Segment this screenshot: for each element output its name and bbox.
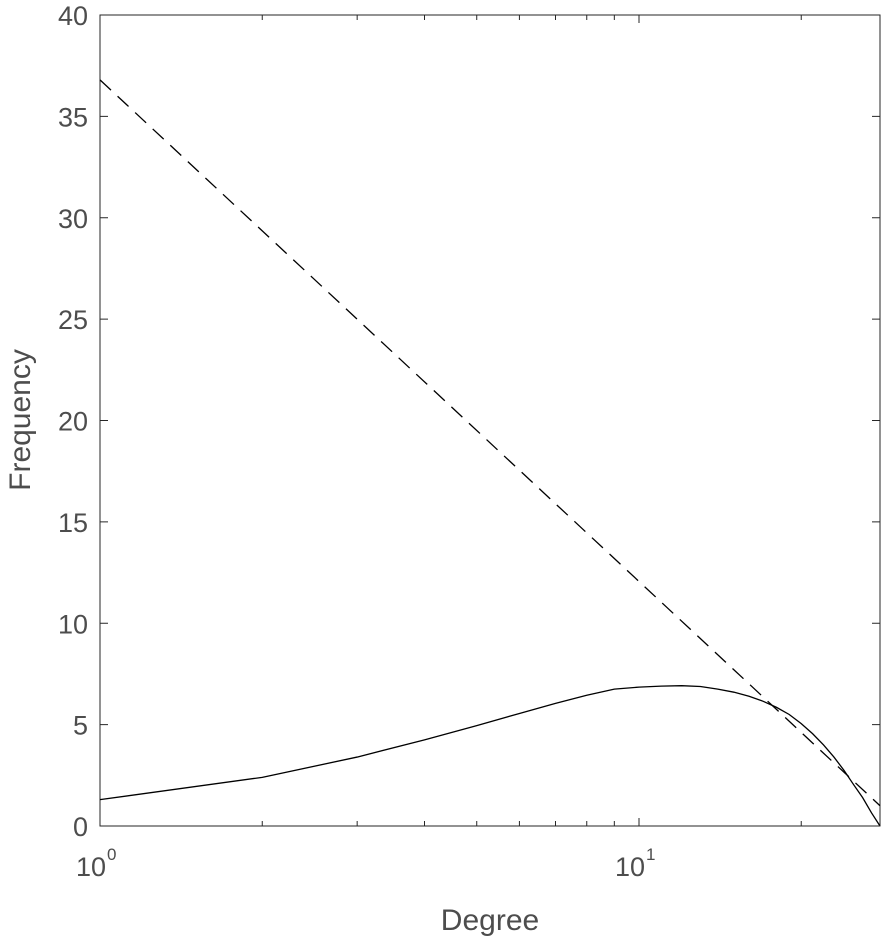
y-tick-label: 0	[73, 812, 88, 842]
plot-area	[99, 14, 881, 827]
x-tick-label: 10 0	[76, 845, 117, 882]
x-tick-base: 10	[615, 852, 645, 882]
series-line-solid	[99, 685, 881, 827]
y-tick-label: 20	[58, 407, 88, 437]
y-axis-title: Frequency	[4, 349, 37, 491]
x-axis-title: Degree	[441, 904, 539, 937]
x-axis: 10 0 10 1	[76, 15, 802, 882]
y-tick-label: 30	[58, 204, 88, 234]
y-tick-label: 5	[73, 711, 88, 741]
y-tick-label: 25	[58, 305, 88, 335]
x-tick-base: 10	[76, 852, 106, 882]
y-tick-label: 15	[58, 508, 88, 538]
y-tick-label: 40	[58, 1, 88, 31]
y-tick-label: 10	[58, 609, 88, 639]
series-layer	[99, 79, 881, 827]
y-tick-label: 35	[58, 102, 88, 132]
x-tick-label: 10 1	[615, 845, 656, 882]
x-tick-exponent: 1	[646, 845, 655, 864]
series-line-dashed	[99, 79, 881, 807]
y-axis: 0 5 10 15 20 25 30 35 40	[58, 1, 880, 842]
x-tick-exponent: 0	[107, 845, 116, 864]
